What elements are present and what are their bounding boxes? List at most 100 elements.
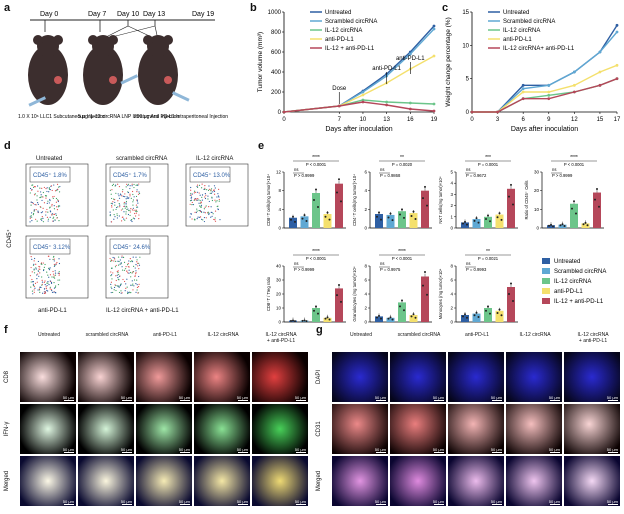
flow-event-dot [32, 281, 34, 283]
chart-c-series-point [547, 90, 551, 94]
chart-b-series-point [408, 101, 412, 105]
flow-event-dot [54, 270, 56, 272]
bar-data-point [426, 293, 428, 296]
chart-c-legend-label: Untreated [503, 10, 529, 16]
panel-f-scale-bar: 50 μm [294, 395, 306, 400]
panel-label-a: a [4, 2, 11, 14]
bar-data-point [303, 214, 306, 217]
flow-event-dot [51, 291, 54, 294]
flow-event-dot [209, 188, 211, 190]
chart-c-legend-label: anti-PD-L1 [503, 37, 532, 43]
bar [547, 225, 555, 228]
flow-event-dot [29, 221, 31, 223]
flow-event-dot [123, 201, 125, 204]
flow-event-dot [46, 282, 48, 284]
significance-stars: *** [485, 155, 491, 161]
flow-event-dot [135, 212, 137, 214]
flow-event-dot [127, 197, 129, 199]
flow-event-dot [210, 216, 212, 218]
flow-event-dot [190, 213, 192, 215]
bar-data-point [500, 218, 503, 221]
panel-g-scale-bar: 50 μm [374, 499, 386, 504]
flow-event-dot [132, 217, 134, 219]
flow-event-dot [190, 197, 192, 199]
flow-event-dot [52, 270, 54, 273]
flow-event-dot [126, 196, 128, 198]
bar-data-point [510, 282, 512, 285]
flow-event-dot [42, 269, 45, 272]
flow-event-dot [45, 287, 48, 290]
panel-g-col-title: Untreated [350, 332, 372, 338]
flow-event-dot [110, 283, 112, 285]
flow-event-dot [138, 262, 140, 264]
flow-event-dot [132, 283, 134, 285]
flow-event-dot [214, 210, 217, 212]
bar-data-point [575, 212, 577, 215]
flow-event-dot [128, 266, 130, 268]
flow-title-combo: IL-12 circRNA + anti-PD-L1 [106, 308, 179, 314]
chart-b-series-point [361, 98, 365, 102]
flow-event-dot [57, 200, 59, 203]
bar-data-point [410, 215, 413, 218]
chart-c-series-point [521, 97, 525, 101]
bar-data-point [387, 317, 390, 320]
flow-event-dot [201, 194, 204, 196]
flow-event-dot [55, 292, 57, 294]
flow-event-dot [207, 189, 210, 191]
flow-event-dot [34, 203, 36, 206]
bar-data-point [573, 200, 575, 203]
chart-c-series-point [547, 97, 551, 101]
flow-event-dot [201, 199, 203, 201]
flow-event-dot [137, 292, 139, 294]
bar-legend-swatch [542, 288, 550, 294]
bar-chart-ytick-label: 8 [278, 188, 281, 193]
flow-event-dot [204, 188, 206, 190]
panel-f-col-title: scrambled circRNA [85, 332, 129, 338]
bar-legend-swatch [542, 278, 550, 284]
flow-event-dot [31, 278, 33, 281]
bar-data-point [294, 220, 296, 223]
bar [495, 214, 504, 228]
bar-data-point [426, 204, 428, 207]
flow-event-dot [136, 289, 138, 291]
flow-event-dot [125, 200, 128, 203]
chart-b-ytick-label: 200 [271, 90, 282, 96]
flow-event-dot [115, 284, 117, 287]
flow-event-dot [136, 284, 138, 286]
flow-event-dot [128, 292, 130, 294]
flow-event-dot [121, 195, 123, 197]
flow-event-dot [57, 279, 59, 281]
significance-stars: **** [312, 155, 320, 161]
chart-c-series-point [598, 70, 602, 74]
significance-pvalue: P < 0.0001 [306, 256, 327, 261]
flow-event-dot [122, 208, 124, 210]
flow-event-dot [33, 209, 35, 211]
flow-event-dot [199, 210, 202, 213]
flow-event-dot [109, 214, 111, 216]
bar [300, 216, 309, 228]
panel-f-scale-bar: 50 μm [178, 499, 190, 504]
significance-pvalue: P < 0.0001 [564, 162, 585, 167]
flow-event-dot [204, 185, 206, 187]
chart-c-xlabel: Days after inoculation [511, 126, 578, 133]
bar-chart-ylabel: NKT cells(mg tumor)×10⁴ [438, 176, 443, 223]
flow-event-dot [52, 256, 55, 258]
flow-event-dot [198, 184, 201, 186]
panel-g-col-title: anti-PD-L1 [465, 332, 489, 338]
bar-legend-swatch [542, 258, 550, 264]
bar-data-point [387, 216, 390, 219]
bar-data-point [378, 314, 380, 317]
flow-event-dot [47, 290, 49, 292]
flow-event-dot [118, 273, 120, 276]
flow-event-dot [204, 206, 206, 208]
flow-event-dot [201, 218, 203, 220]
bar-data-point [326, 211, 329, 214]
flow-event-dot [45, 195, 47, 197]
flow-event-dot [53, 276, 55, 278]
flow-event-dot [132, 271, 134, 273]
panel-g-micrograph: 50 μm [448, 456, 504, 506]
panel-g-scale-bar: 50 μm [490, 395, 502, 400]
chart-b-series-point [361, 93, 365, 97]
flow-event-dot [138, 283, 140, 285]
flow-event-dot [115, 264, 117, 267]
